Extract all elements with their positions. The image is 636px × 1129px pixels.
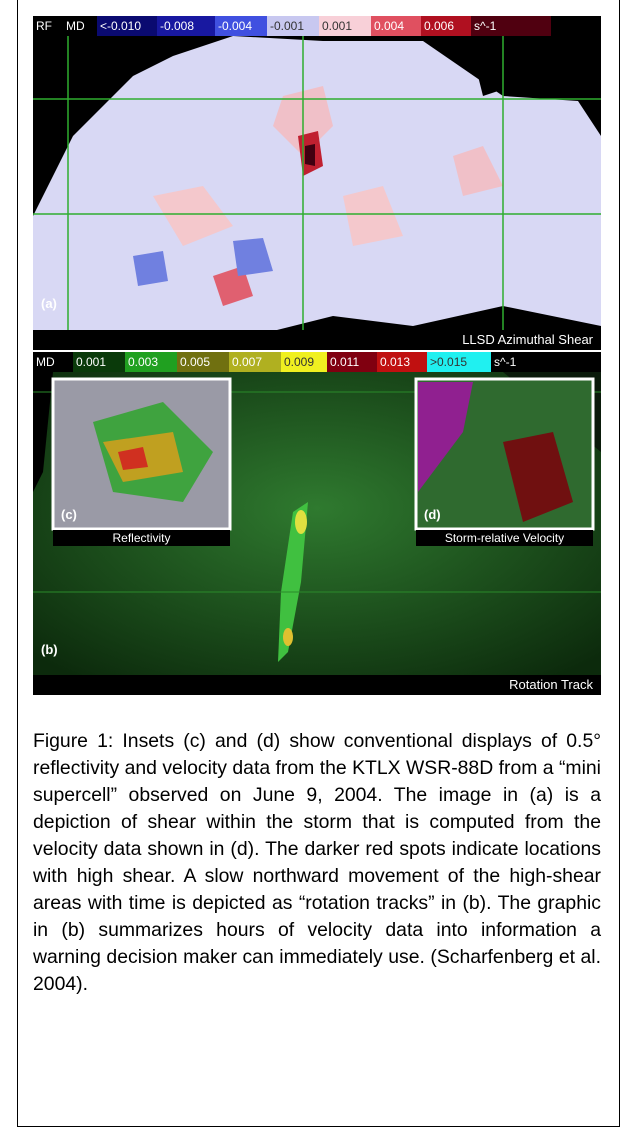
colorbar-label: 0.011 <box>327 352 377 372</box>
panel-title: Rotation Track <box>509 677 593 692</box>
page: RFMD<-0.010-0.008-0.004-0.0010.0010.0040… <box>0 0 636 1129</box>
inset-d-image <box>416 379 593 529</box>
panel-label: (a) <box>41 296 57 311</box>
inset-title: Reflectivity <box>53 531 230 545</box>
panel-label: (b) <box>41 642 58 657</box>
colorbar-label: <-0.010 <box>97 16 157 36</box>
colorbar-label: 0.001 <box>73 352 125 372</box>
colorbar-label: >0.015 <box>427 352 491 372</box>
inset-label: (d) <box>424 507 441 522</box>
inset-label: (c) <box>61 507 77 522</box>
colorbar-label: s^-1 <box>491 352 601 372</box>
colorbar-label: 0.006 <box>421 16 471 36</box>
colorbar-label: MD <box>63 16 97 36</box>
colorbar-label: 0.007 <box>229 352 281 372</box>
colorbar-label: -0.008 <box>157 16 215 36</box>
colorbar-label: -0.001 <box>267 16 319 36</box>
colorbar-label: 0.001 <box>319 16 371 36</box>
colorbar-label: 0.003 <box>125 352 177 372</box>
inset-title: Storm-relative Velocity <box>416 531 593 545</box>
colorbar-label: MD <box>33 352 73 372</box>
colorbar-label: s^-1 <box>471 16 551 36</box>
shear-image <box>33 16 601 350</box>
panel-title: LLSD Azimuthal Shear <box>462 332 593 347</box>
colorbar-label: 0.013 <box>377 352 427 372</box>
colorbar-label: 0.009 <box>281 352 327 372</box>
rotation-image <box>33 352 601 695</box>
colorbar-label: -0.004 <box>215 16 267 36</box>
figure-caption: Figure 1: Insets (c) and (d) show conven… <box>33 728 601 998</box>
inset-c-image <box>53 379 230 529</box>
colorbar-label: 0.005 <box>177 352 229 372</box>
colorbar-label: 0.004 <box>371 16 421 36</box>
colorbar-label: RF <box>33 16 63 36</box>
